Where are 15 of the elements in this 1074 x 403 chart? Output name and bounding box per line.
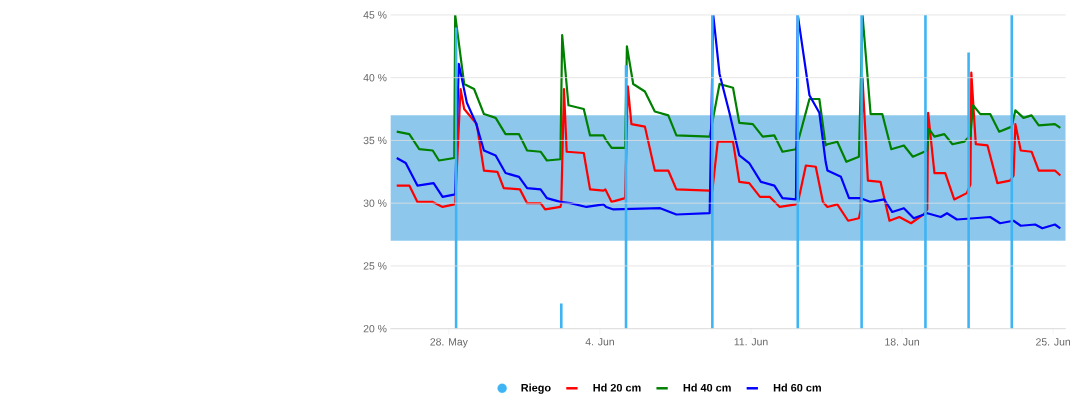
legend-label: Hd 20 cm	[593, 383, 641, 392]
x-tick-label: 28. May	[430, 337, 468, 348]
y-tick-label: 30 %	[363, 199, 387, 207]
y-tick-label: 20 %	[363, 324, 387, 333]
y-tick-label: 25 %	[363, 262, 387, 270]
x-tick-label: 4. Jun	[585, 337, 614, 346]
y-tick-label: 40 %	[363, 73, 387, 82]
legend-label: Hd 60 cm	[773, 383, 821, 392]
y-tick-label: 45 %	[363, 11, 387, 19]
x-tick-label: 18. Jun	[885, 337, 919, 346]
x-tick-label: 25. Jun	[1036, 337, 1071, 346]
legend-label: Hd 40 cm	[683, 383, 731, 392]
y-tick-label: 35 %	[363, 136, 387, 144]
x-tick-label: 11. Jun	[734, 337, 768, 346]
legend-label: Riego	[521, 383, 551, 394]
